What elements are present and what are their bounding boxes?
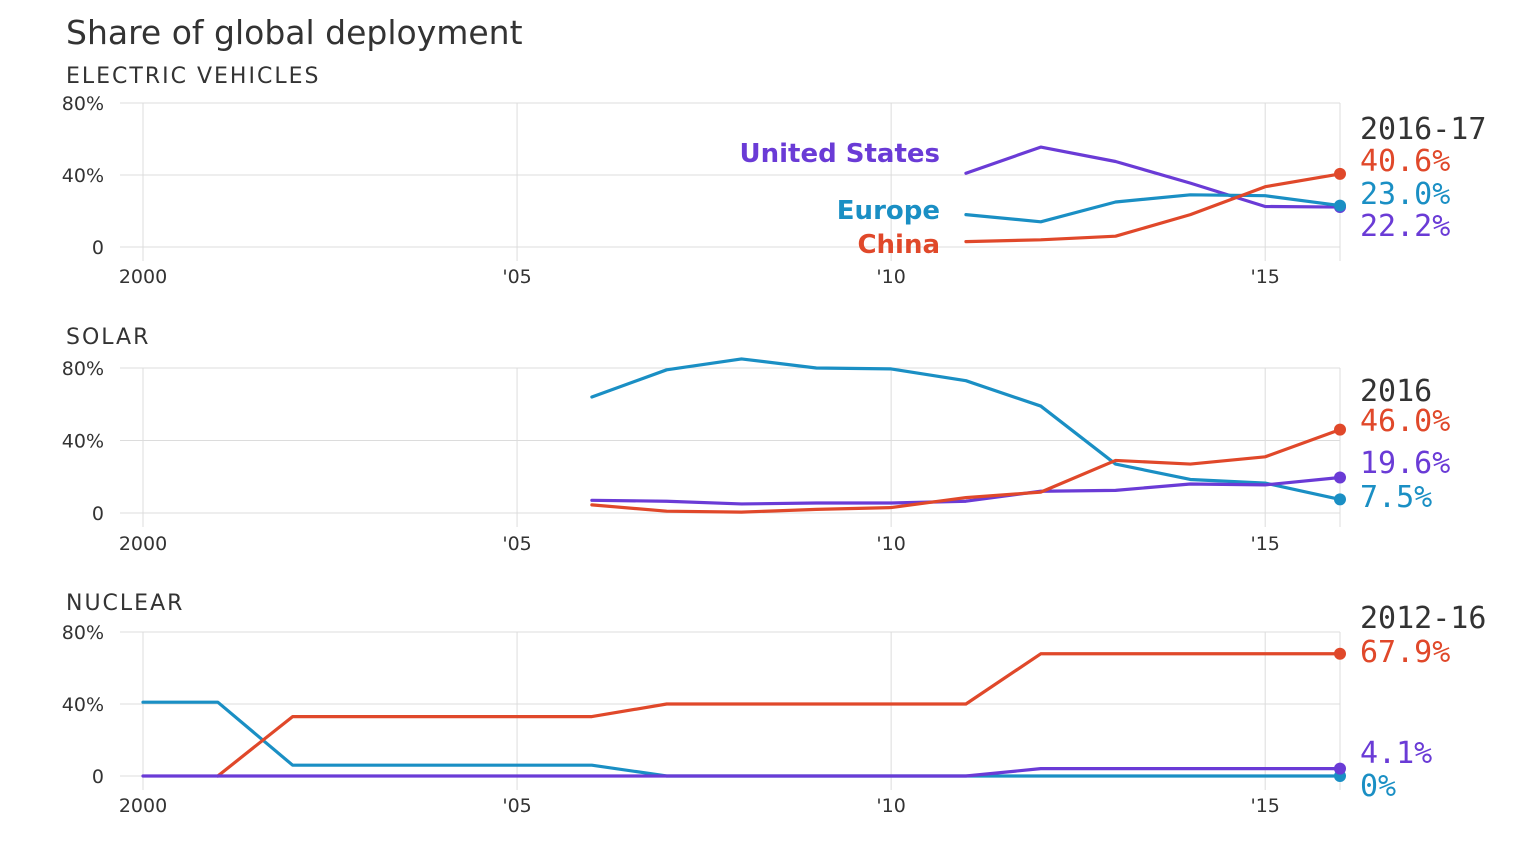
end-value-china: 67.9% xyxy=(1360,635,1450,670)
period-label: 2016 xyxy=(1360,374,1432,409)
end-value-united-states: 4.1% xyxy=(1360,736,1432,771)
x-tick-label: 2000 xyxy=(119,266,167,288)
x-tick-label: 2000 xyxy=(119,533,167,555)
x-tick-label: '10 xyxy=(876,266,905,288)
x-tick-label: '15 xyxy=(1250,266,1279,288)
period-label: 2012-16 xyxy=(1360,601,1486,636)
series-line-europe xyxy=(141,700,1342,778)
series-label-united-states: United States xyxy=(740,139,941,169)
endpoint-marker-united-states xyxy=(1334,762,1346,775)
panel-electric-vehicles: ELECTRIC VEHICLES 0 40% 80% 2000 '05 '10 '15 201… xyxy=(62,64,1487,288)
x-tick-label: '05 xyxy=(502,266,531,288)
end-value-europe: 7.5% xyxy=(1360,480,1432,515)
endpoint-marker-china xyxy=(1334,647,1346,660)
chart-title: Share of global deployment xyxy=(66,13,523,52)
end-value-china: 46.0% xyxy=(1360,404,1450,439)
y-tick-label: 0 xyxy=(92,237,104,259)
endpoint-marker-china xyxy=(1334,167,1346,180)
series-line-europe xyxy=(964,193,1342,224)
series-line-china xyxy=(964,172,1342,244)
period-label: 2016-17 xyxy=(1360,112,1486,147)
end-value-united-states: 19.6% xyxy=(1360,446,1450,481)
series-label-china: China xyxy=(857,230,940,260)
y-tick-label: 80% xyxy=(62,358,104,380)
series-line-china xyxy=(216,652,1342,778)
series-line-united-states xyxy=(590,475,1342,506)
panel-title: NUCLEAR xyxy=(66,591,184,616)
end-value-china: 40.6% xyxy=(1360,144,1450,179)
y-tick-label: 0 xyxy=(92,503,104,525)
panel-title: SOLAR xyxy=(66,325,150,350)
endpoint-marker-europe xyxy=(1334,199,1346,212)
y-tick-label: 40% xyxy=(62,431,104,453)
y-tick-label: 80% xyxy=(62,622,104,644)
endpoint-marker-china xyxy=(1334,423,1346,436)
y-tick-label: 40% xyxy=(62,165,104,187)
end-value-europe: 0% xyxy=(1360,769,1396,804)
x-tick-label: '15 xyxy=(1250,795,1279,817)
series-line-united-states xyxy=(964,145,1342,209)
x-tick-label: '10 xyxy=(876,533,905,555)
series-label-europe: Europe xyxy=(837,196,940,226)
x-tick-label: '05 xyxy=(502,795,531,817)
y-tick-label: 40% xyxy=(62,694,104,716)
y-tick-label: 80% xyxy=(62,93,104,115)
x-tick-label: 2000 xyxy=(119,795,167,817)
endpoint-marker-europe xyxy=(1334,493,1346,506)
y-tick-label: 0 xyxy=(92,766,104,788)
series-line-united-states xyxy=(141,767,1342,778)
series-line-europe xyxy=(590,357,1342,502)
end-value-europe: 23.0% xyxy=(1360,177,1450,212)
end-value-united-states: 22.2% xyxy=(1360,209,1450,244)
series-line-china xyxy=(590,428,1342,514)
chart-panels: ELECTRIC VEHICLES 0 40% 80% 2000 '05 '10 '15 201… xyxy=(62,64,1487,817)
x-tick-label: '10 xyxy=(876,795,905,817)
x-tick-label: '05 xyxy=(502,533,531,555)
x-tick-label: '15 xyxy=(1250,533,1279,555)
panel-title: ELECTRIC VEHICLES xyxy=(66,64,320,89)
endpoint-marker-united-states xyxy=(1334,471,1346,484)
